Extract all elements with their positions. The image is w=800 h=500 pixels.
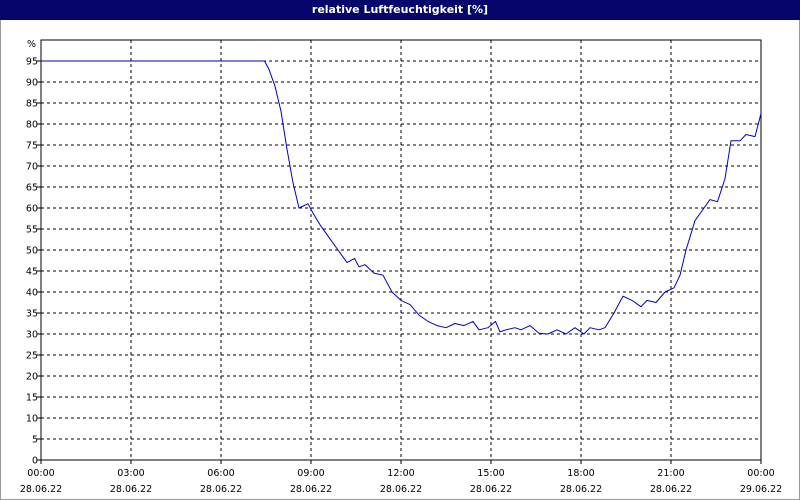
x-tick-date-label: 28.06.22 xyxy=(200,484,242,495)
y-tick-label: 20 xyxy=(26,372,38,383)
y-tick-label: 80 xyxy=(26,120,38,131)
y-tick-label: 5 xyxy=(32,435,38,446)
chart-title-bar: relative Luftfeuchtigkeit [%] xyxy=(0,0,800,20)
x-tick-date-label: 28.06.22 xyxy=(380,484,422,495)
tick-labels: % 0 5 10 15 20 25 30 35 40 45 50 55 60 65 70 75 80 85 90 95… xyxy=(20,39,782,495)
y-tick-label: 95 xyxy=(26,57,38,68)
y-tick-label: 10 xyxy=(26,414,38,425)
x-tick-time-label: 15:00 xyxy=(477,468,504,479)
y-tick-label: 0 xyxy=(32,456,38,467)
x-tick-time-label: 12:00 xyxy=(387,468,414,479)
x-tick-time-label: 03:00 xyxy=(117,468,144,479)
x-tick-date-label: 28.06.22 xyxy=(110,484,152,495)
plot-area-border xyxy=(40,39,762,461)
y-tick-label: 45 xyxy=(26,267,38,278)
y-tick-label: 85 xyxy=(26,99,38,110)
y-tick-label: 40 xyxy=(26,288,38,299)
y-tick-label: 55 xyxy=(26,225,38,236)
chart-frame: % 0 5 10 15 20 25 30 35 40 45 50 55 60 65 70 75 80 85 90 95… xyxy=(0,20,800,500)
x-tick-date-label: 28.06.22 xyxy=(290,484,332,495)
grid xyxy=(41,40,761,460)
series-layer xyxy=(41,60,762,335)
y-tick-label: 70 xyxy=(26,162,38,173)
y-tick-label: 35 xyxy=(26,309,38,320)
humidity-series-line xyxy=(41,60,762,335)
y-tick-label: 50 xyxy=(26,246,38,257)
y-tick-label: 75 xyxy=(26,141,38,152)
x-tick-date-label: 28.06.22 xyxy=(560,484,602,495)
y-tick-label: 65 xyxy=(26,183,38,194)
axes xyxy=(37,39,762,464)
x-tick-date-label: 29.06.22 xyxy=(740,484,782,495)
x-tick-time-label: 06:00 xyxy=(207,468,234,479)
x-tick-date-label: 28.06.22 xyxy=(650,484,692,495)
chart-title: relative Luftfeuchtigkeit [%] xyxy=(311,3,489,16)
y-axis-label: % xyxy=(27,39,36,50)
line-chart: % 0 5 10 15 20 25 30 35 40 45 50 55 60 65 70 75 80 85 90 95… xyxy=(20,39,782,495)
y-tick-label: 25 xyxy=(26,351,38,362)
y-tick-label: 30 xyxy=(26,330,38,341)
y-tick-label: 15 xyxy=(26,393,38,404)
x-tick-time-label: 00:00 xyxy=(27,468,54,479)
x-tick-time-label: 09:00 xyxy=(297,468,324,479)
x-tick-date-label: 28.06.22 xyxy=(20,484,62,495)
x-tick-time-label: 00:00 xyxy=(747,468,774,479)
x-tick-date-label: 28.06.22 xyxy=(470,484,512,495)
x-tick-time-label: 21:00 xyxy=(657,468,684,479)
y-tick-label: 90 xyxy=(26,78,38,89)
y-tick-label: 60 xyxy=(26,204,38,215)
x-tick-time-label: 18:00 xyxy=(567,468,594,479)
